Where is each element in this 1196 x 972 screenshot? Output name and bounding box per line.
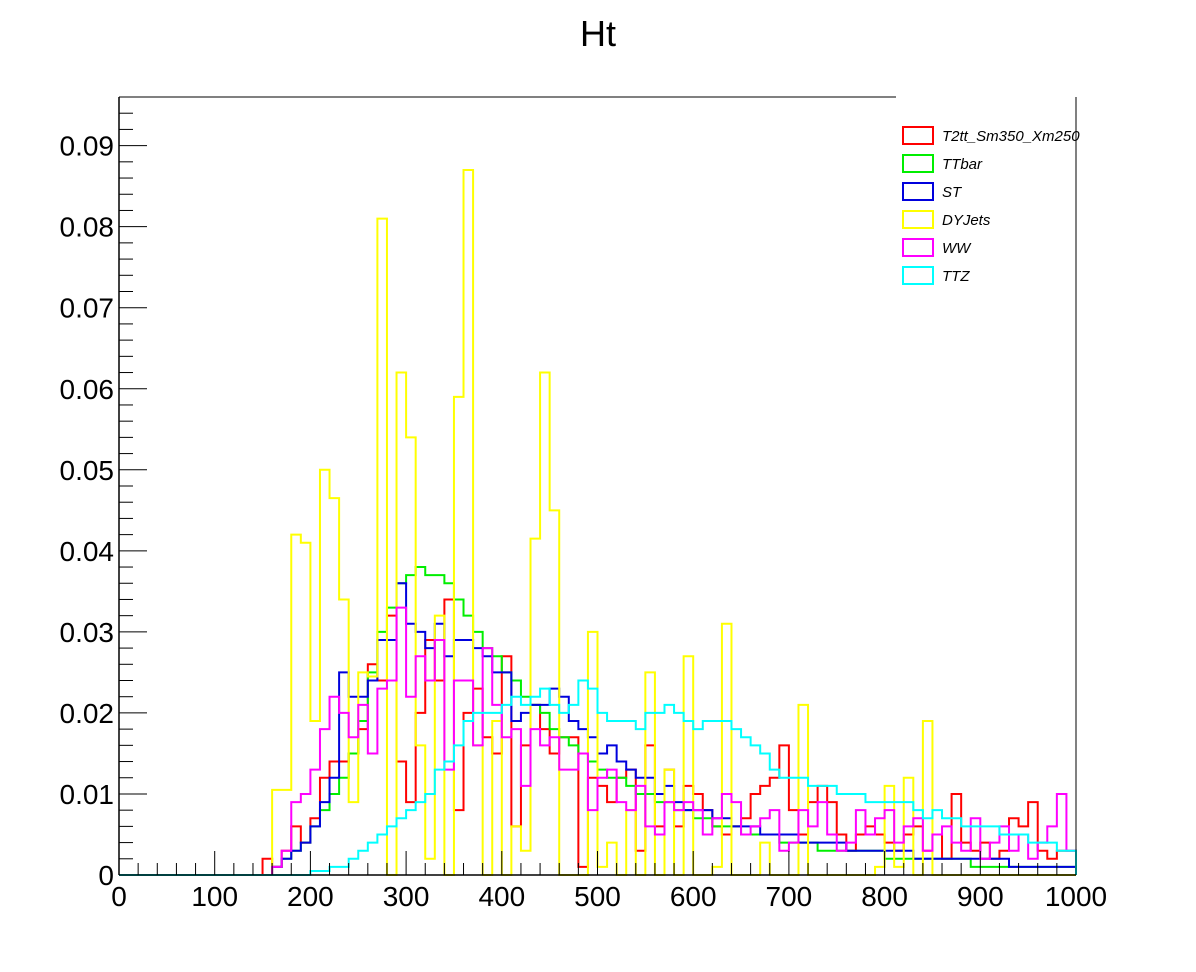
legend-swatch [902, 266, 934, 285]
legend-swatch [902, 154, 934, 173]
series-line-2 [119, 582, 1077, 876]
y-tick-label: 0.09 [60, 131, 115, 162]
legend-label: TTZ [942, 268, 970, 285]
legend-label: TTbar [942, 156, 983, 173]
legend: T2tt_Sm350_Xm250 TTbar ST DYJets WW TTZ [902, 126, 1080, 285]
legend-label: ST [942, 184, 963, 201]
y-tick-label: 0.02 [60, 698, 115, 729]
x-tick-label: 700 [766, 881, 813, 912]
x-tick-label: 800 [861, 881, 908, 912]
y-tick-label: 0.06 [60, 374, 115, 405]
x-tick-label: 500 [574, 881, 621, 912]
y-tick-label: 0 [98, 860, 114, 891]
series-line-5 [119, 679, 1077, 876]
legend-swatch [902, 238, 934, 257]
legend-label: T2tt_Sm350_Xm250 [942, 128, 1080, 145]
y-tick-label: 0.07 [60, 293, 115, 324]
x-tick-label: 100 [191, 881, 238, 912]
x-tick-label: 1000 [1045, 881, 1107, 912]
legend-swatch [902, 210, 934, 229]
legend-swatch [902, 126, 934, 145]
x-tick-label: 600 [670, 881, 717, 912]
legend-label: DYJets [942, 212, 991, 229]
x-tick-label: 300 [383, 881, 430, 912]
y-tick-label: 0.04 [60, 536, 115, 567]
legend-swatch [902, 182, 934, 201]
series-line-4 [119, 606, 1077, 876]
y-tick-label: 0.08 [60, 212, 115, 243]
y-tick-label: 0.03 [60, 617, 115, 648]
x-tick-label: 900 [957, 881, 1004, 912]
x-tick-label: 200 [287, 881, 334, 912]
axes-layer: 0 100 200 300 400 500 600 700 800 900 1000 0 0.01 0.0… [60, 96, 1107, 912]
y-tick-label: 0.05 [60, 455, 115, 486]
y-tick-label: 0.01 [60, 779, 115, 810]
x-tick-label: 0 [111, 881, 127, 912]
legend-label: WW [942, 240, 972, 257]
x-tick-label: 400 [478, 881, 525, 912]
chart-title: Ht [580, 13, 616, 54]
